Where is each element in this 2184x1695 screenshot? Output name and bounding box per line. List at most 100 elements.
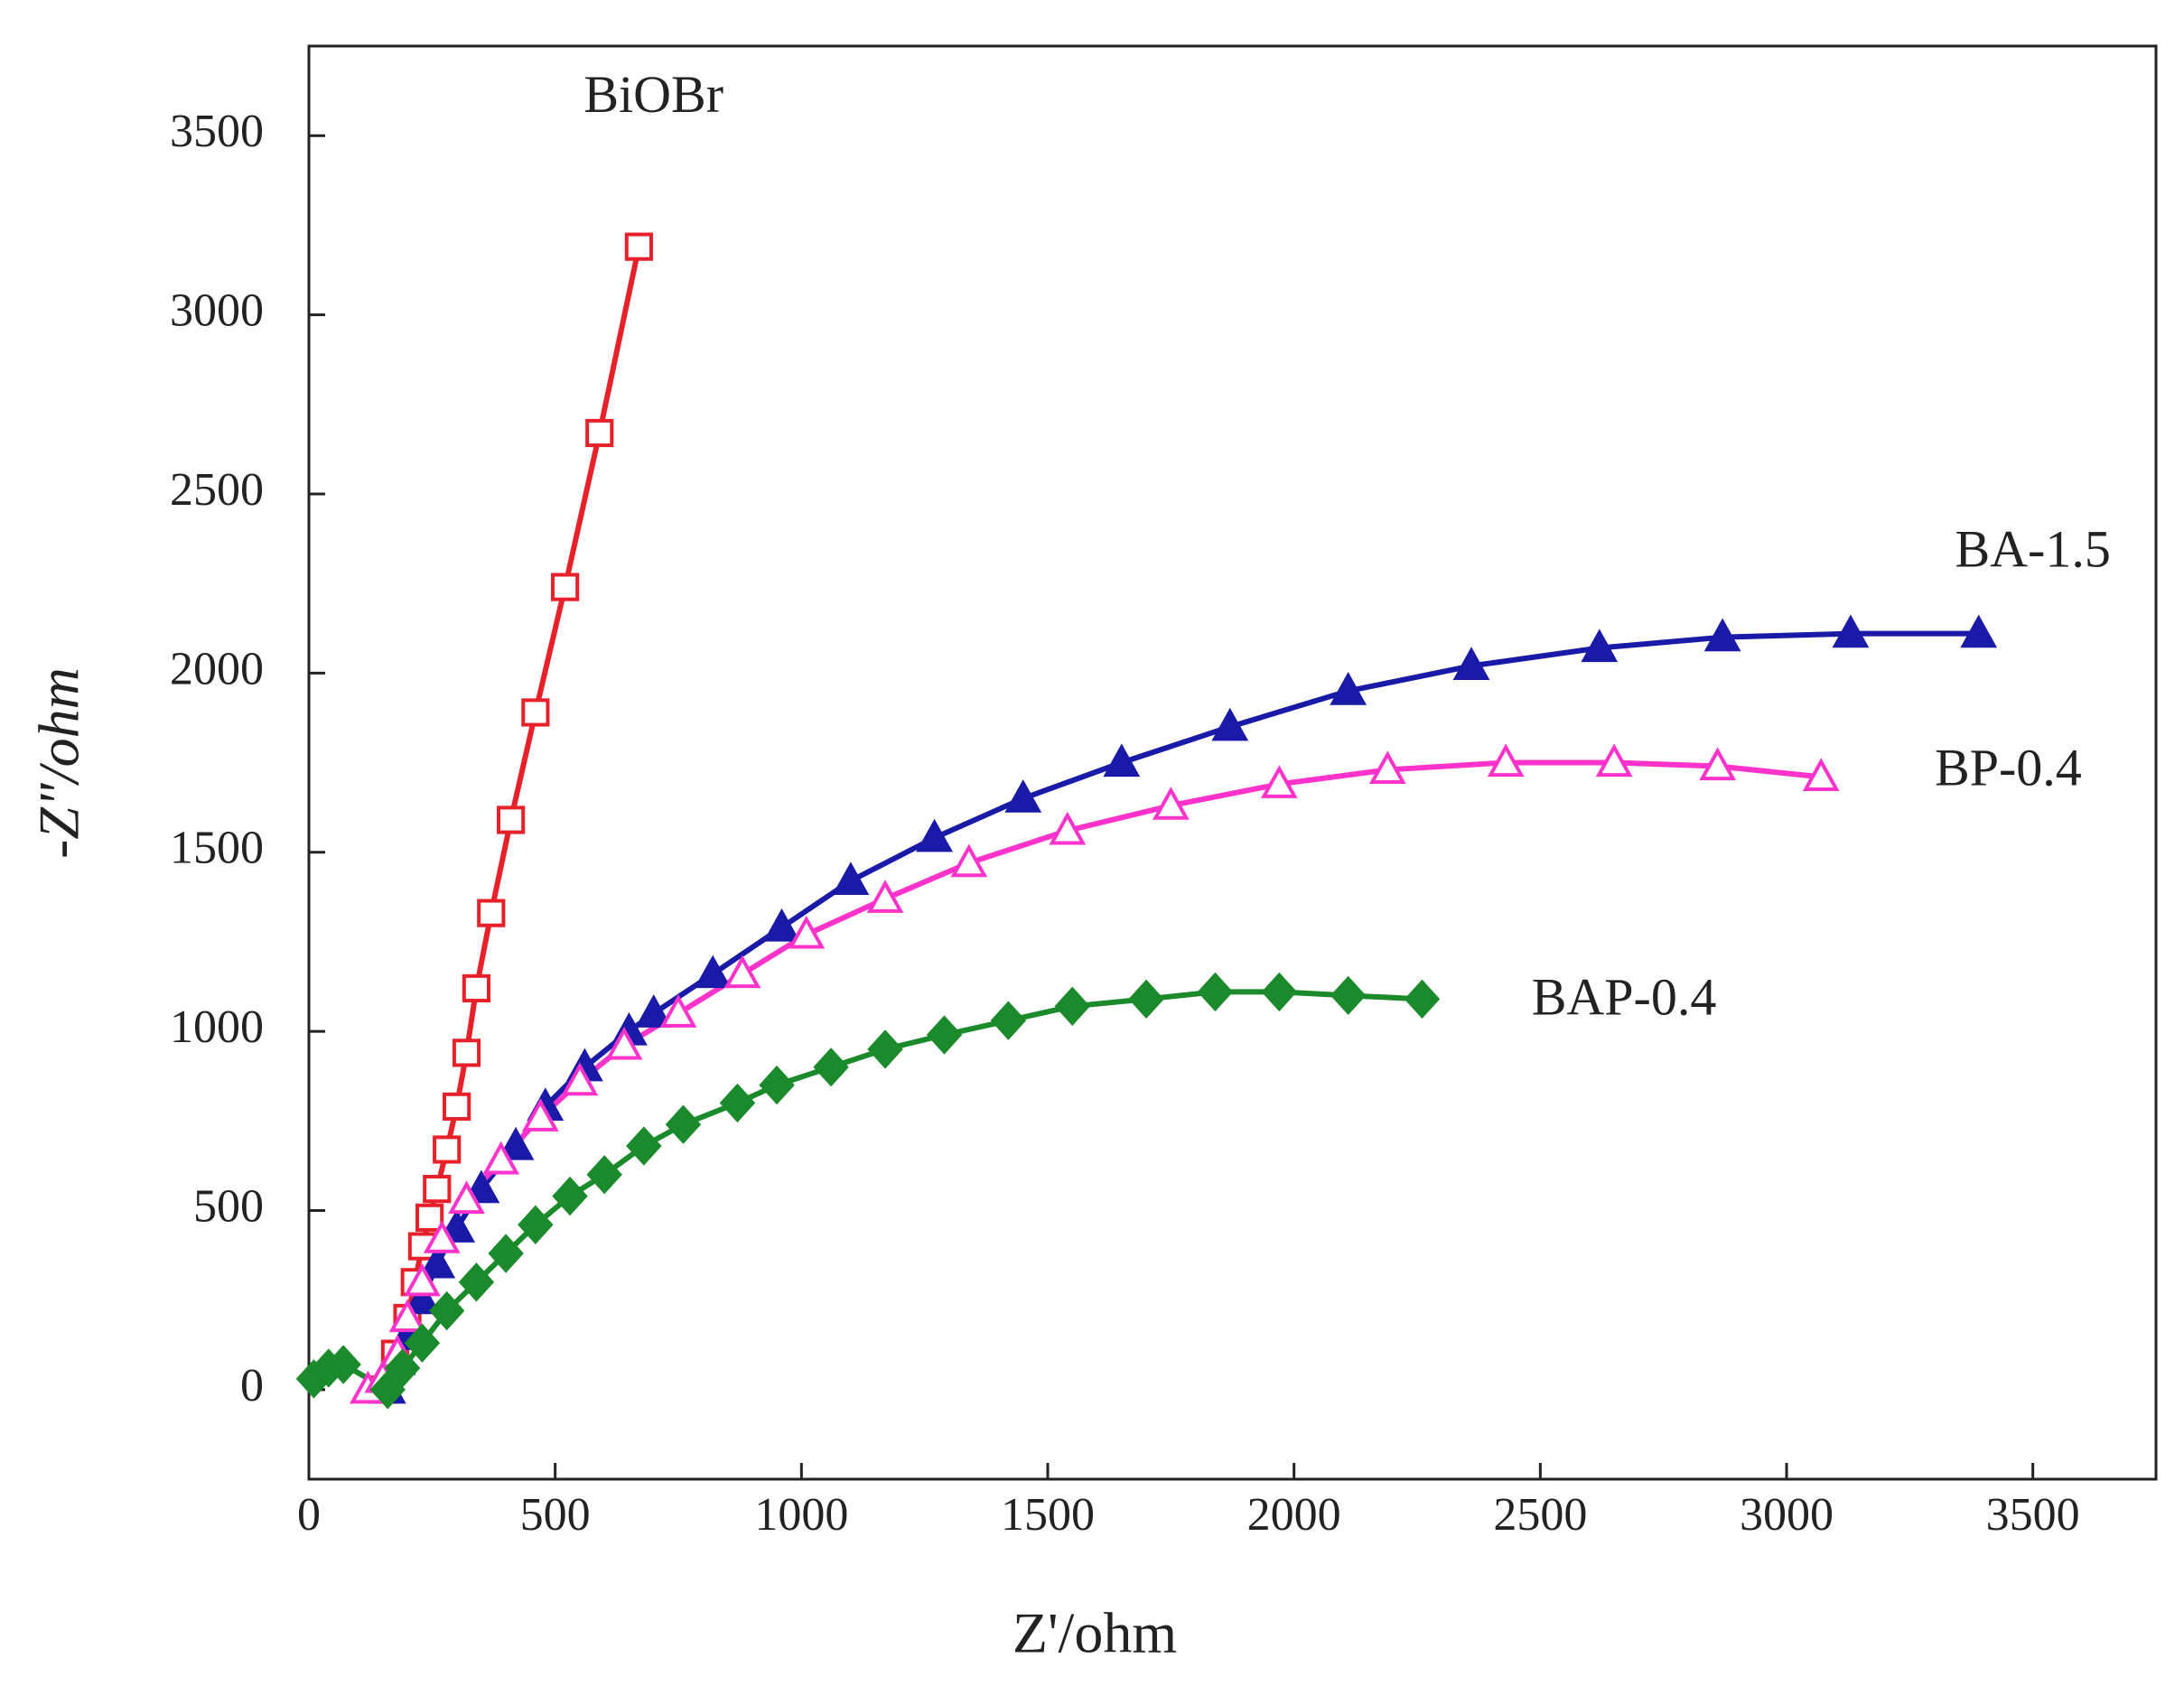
marker	[418, 1244, 456, 1279]
marker	[443, 1092, 471, 1121]
x-tick-label: 1500	[1001, 1489, 1095, 1541]
marker	[384, 1348, 421, 1388]
marker	[1368, 750, 1406, 785]
marker	[415, 1203, 444, 1232]
marker	[458, 1262, 495, 1302]
marker	[388, 1299, 426, 1333]
marker	[1802, 758, 1840, 791]
marker	[1832, 614, 1870, 648]
marker	[723, 955, 761, 989]
x-tick-label: 3500	[1986, 1489, 2080, 1541]
plot-area	[312, 246, 1979, 1393]
marker	[521, 698, 550, 727]
marker	[404, 1262, 441, 1297]
marker	[521, 1098, 559, 1132]
x-tick-label: 0	[297, 1489, 321, 1541]
marker	[950, 843, 988, 878]
marker	[624, 232, 653, 261]
marker	[518, 1205, 554, 1244]
marker	[1404, 979, 1441, 1020]
x-axis-title: Z'/ohm	[1013, 1601, 1177, 1665]
marker	[482, 1141, 520, 1175]
marker	[788, 915, 826, 949]
marker	[404, 1323, 441, 1363]
marker	[866, 880, 904, 913]
marker	[448, 1180, 485, 1215]
marker	[1197, 972, 1234, 1012]
marker	[477, 899, 506, 927]
marker	[1103, 743, 1141, 778]
marker	[423, 1175, 452, 1204]
series-label: BA-1.5	[1955, 520, 2110, 579]
plot-frame	[307, 44, 2158, 1481]
y-tick-label: 3500	[170, 106, 264, 157]
marker	[605, 1026, 643, 1060]
marker	[1004, 779, 1042, 813]
marker	[813, 1048, 849, 1087]
marker	[926, 1015, 963, 1055]
marker	[496, 806, 526, 834]
x-tick-label: 1000	[754, 1489, 848, 1541]
marker	[916, 818, 953, 852]
marker	[561, 1062, 599, 1096]
marker	[423, 1220, 461, 1253]
marker	[1330, 975, 1367, 1016]
marker	[550, 573, 580, 601]
marker	[325, 1345, 361, 1384]
y-tick-label: 0	[240, 1360, 264, 1411]
marker	[1960, 614, 1998, 648]
x-tick-label: 2000	[1247, 1489, 1341, 1541]
marker	[763, 908, 800, 942]
marker	[1330, 672, 1367, 705]
y-tick-label: 2000	[170, 643, 264, 694]
y-axis-title: -Z"/ohm	[27, 667, 91, 859]
marker	[433, 1135, 462, 1164]
series-label: BAP-0.4	[1532, 968, 1717, 1027]
marker	[428, 1290, 465, 1331]
x-tick-label: 500	[520, 1489, 591, 1541]
y-tick-label: 500	[193, 1180, 264, 1232]
marker	[1699, 747, 1737, 781]
marker	[452, 1038, 481, 1067]
marker	[635, 994, 673, 1028]
marker	[1211, 707, 1249, 741]
marker	[1595, 743, 1633, 778]
x-tick-label: 3000	[1740, 1489, 1834, 1541]
marker	[462, 973, 491, 1003]
y-tick-label: 2500	[170, 464, 264, 516]
marker	[585, 418, 614, 448]
marker	[1581, 629, 1619, 663]
marker	[552, 1176, 588, 1216]
marker	[659, 994, 697, 1028]
marker	[832, 861, 870, 896]
marker	[1703, 618, 1741, 652]
series-label: BP-0.4	[1935, 739, 2082, 797]
marker	[1054, 986, 1090, 1026]
marker	[626, 1126, 662, 1166]
marker	[1487, 743, 1525, 778]
marker	[1452, 647, 1490, 680]
marker	[867, 1029, 903, 1069]
marker	[694, 955, 732, 989]
x-tick-label: 2500	[1493, 1489, 1587, 1541]
marker	[665, 1104, 702, 1144]
marker	[759, 1065, 795, 1105]
marker	[719, 1083, 756, 1123]
marker	[1128, 979, 1164, 1020]
y-tick-label: 3000	[170, 285, 264, 337]
series-label: BiOBr	[583, 65, 723, 124]
marker	[990, 1001, 1027, 1040]
series-line	[385, 630, 1979, 1391]
marker	[1260, 765, 1298, 798]
marker	[1261, 972, 1298, 1012]
marker	[1049, 811, 1087, 845]
marker	[369, 1370, 406, 1410]
marker	[404, 1281, 441, 1315]
y-tick-label: 1500	[170, 823, 264, 874]
y-tick-label: 1000	[170, 1001, 264, 1053]
marker	[1152, 786, 1190, 820]
marker	[586, 1155, 622, 1195]
marker	[497, 1126, 535, 1160]
marker	[488, 1234, 524, 1273]
